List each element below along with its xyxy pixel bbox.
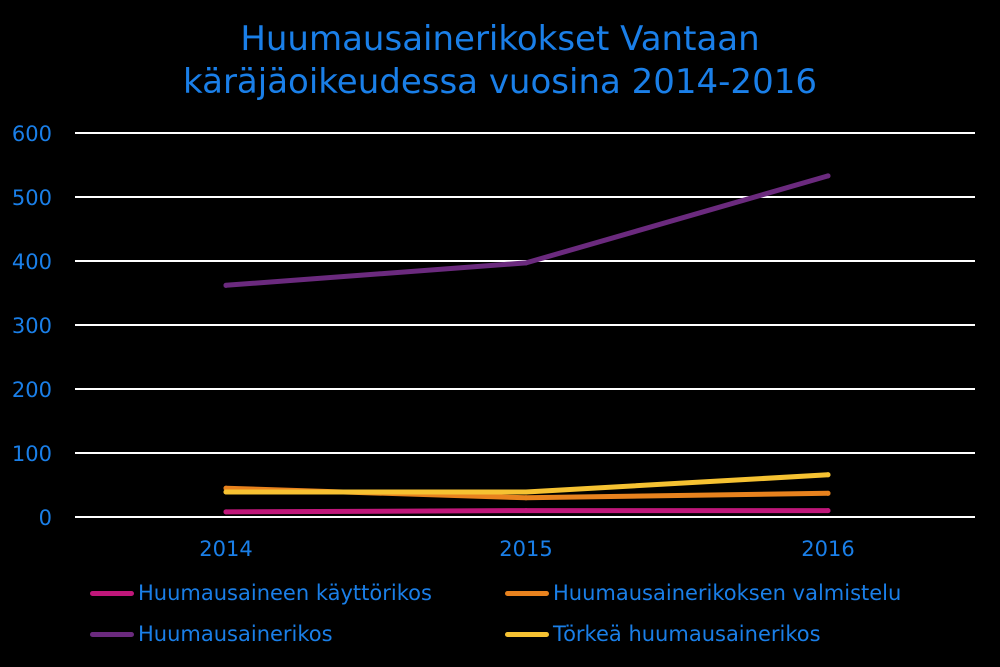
data-point-series-3-2015 xyxy=(523,260,529,266)
data-point-series-1-2016 xyxy=(825,508,831,514)
data-point-series-2-2014 xyxy=(223,485,229,491)
chart-title-line-1: Huumausainerikokset Vantaan xyxy=(240,19,760,59)
chart-title-line-2: käräjäoikeudessa vuosina 2014-2016 xyxy=(183,62,817,102)
data-point-series-1-2015 xyxy=(523,508,529,514)
data-point-series-2-2015 xyxy=(523,495,529,501)
y-tick-label-100: 100 xyxy=(12,442,52,466)
y-tick-label-200: 200 xyxy=(12,378,52,402)
y-axis-tick-labels: 0 100 200 300 400 500 600 xyxy=(12,122,52,530)
x-tick-label-2014: 2014 xyxy=(199,537,252,561)
grid-lines xyxy=(75,132,975,518)
y-tick-label-0: 0 xyxy=(39,506,52,530)
data-point-series-3-2016 xyxy=(825,173,831,179)
data-point-series-4-2016 xyxy=(825,472,831,478)
chart-title: Huumausainerikokset Vantaan käräjäoikeud… xyxy=(0,18,1000,104)
series-lines xyxy=(223,173,831,515)
y-tick-label-500: 500 xyxy=(12,186,52,210)
y-tick-label-400: 400 xyxy=(12,250,52,274)
x-axis-tick-labels: 2014 2015 2016 xyxy=(199,537,854,561)
x-tick-label-2016: 2016 xyxy=(801,537,854,561)
y-tick-label-300: 300 xyxy=(12,314,52,338)
data-point-series-4-2015 xyxy=(523,489,529,495)
data-point-series-3-2014 xyxy=(223,282,229,288)
data-point-series-2-2016 xyxy=(825,490,831,496)
y-tick-label-600: 600 xyxy=(12,122,52,146)
series-line-3 xyxy=(223,173,831,288)
data-point-series-1-2014 xyxy=(223,509,229,515)
x-tick-label-2015: 2015 xyxy=(499,537,552,561)
data-point-series-4-2014 xyxy=(223,489,229,495)
